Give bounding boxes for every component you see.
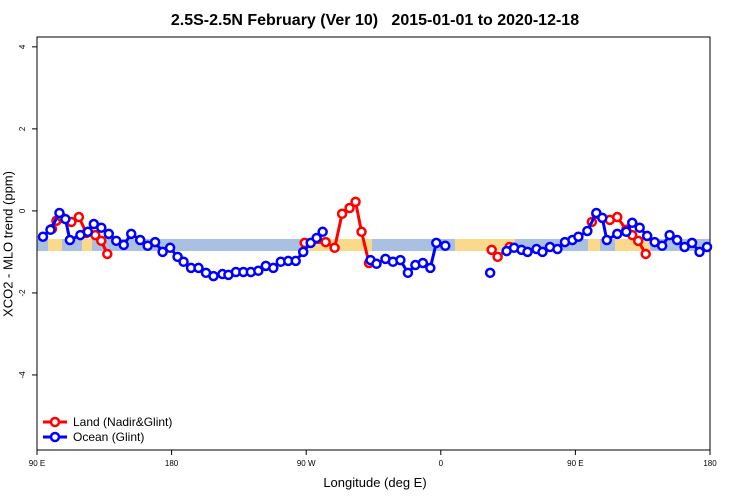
- point: [612, 211, 623, 223]
- x-tick-label: 180: [165, 459, 179, 468]
- y-tick-label: 0: [18, 208, 27, 213]
- point: [486, 244, 497, 256]
- point: [60, 213, 71, 225]
- point: [537, 246, 548, 258]
- point: [522, 246, 533, 258]
- y-tick-label: 4: [18, 44, 27, 49]
- y-tick-label: -4: [18, 371, 27, 379]
- point: [178, 256, 189, 268]
- point: [640, 248, 651, 260]
- point: [601, 234, 613, 246]
- point: [350, 196, 361, 208]
- point: [395, 254, 406, 266]
- point: [102, 248, 113, 260]
- land-band: [455, 239, 515, 251]
- point: [297, 246, 309, 258]
- legend-label: Land (Nadir&Glint): [73, 415, 172, 429]
- legend-marker: [49, 431, 61, 443]
- point: [149, 236, 161, 248]
- x-tick-label: 180: [703, 459, 717, 468]
- chart-title: 2.5S-2.5N February (Ver 10) 2015-01-01 t…: [171, 12, 579, 29]
- point: [111, 235, 122, 247]
- point: [484, 267, 496, 279]
- point: [54, 207, 65, 219]
- point: [656, 240, 668, 252]
- point: [157, 246, 168, 258]
- x-tick-label: 90 W: [297, 459, 316, 468]
- point: [612, 228, 623, 240]
- legend-marker: [49, 416, 61, 428]
- point: [64, 234, 76, 246]
- point: [552, 243, 563, 255]
- point: [632, 235, 644, 247]
- point: [311, 232, 322, 244]
- point: [671, 234, 683, 246]
- point: [317, 226, 328, 238]
- point: [96, 235, 107, 247]
- x-tick-label: 0: [439, 459, 444, 468]
- point: [694, 246, 705, 258]
- point: [597, 212, 608, 224]
- point: [73, 211, 85, 223]
- point: [96, 222, 107, 233]
- point: [253, 265, 264, 277]
- point: [664, 229, 675, 241]
- point: [356, 226, 367, 238]
- x-tick-label: 90 E: [567, 459, 583, 468]
- point: [701, 241, 713, 253]
- point: [582, 225, 593, 237]
- x-tick-label: 90 E: [29, 459, 45, 468]
- point: [344, 202, 355, 214]
- point: [641, 230, 653, 242]
- land-band: [82, 239, 92, 251]
- point: [626, 217, 638, 229]
- point: [417, 257, 429, 269]
- point: [431, 237, 442, 249]
- land-band: [588, 239, 600, 251]
- point: [37, 231, 49, 242]
- point: [125, 228, 137, 240]
- point: [118, 239, 129, 251]
- point: [425, 262, 436, 274]
- point: [290, 255, 301, 267]
- point: [402, 267, 414, 279]
- point: [164, 242, 176, 254]
- point: [320, 236, 331, 248]
- point: [82, 226, 94, 238]
- point: [268, 262, 279, 274]
- point: [329, 242, 340, 254]
- point: [193, 262, 204, 274]
- y-tick-label: 2: [18, 126, 27, 131]
- point: [573, 231, 584, 242]
- x-axis-label: Longitude (deg E): [323, 475, 426, 490]
- point: [492, 251, 503, 263]
- point: [208, 270, 219, 282]
- point: [686, 237, 698, 249]
- point: [440, 240, 451, 252]
- point: [371, 258, 382, 270]
- point: [336, 208, 348, 220]
- land-band: [48, 239, 62, 251]
- y-axis-label: XCO2 - MLO trend (ppm): [0, 171, 15, 317]
- point: [45, 224, 56, 236]
- point: [679, 241, 690, 253]
- point: [134, 234, 146, 246]
- point: [103, 228, 115, 240]
- point: [620, 226, 632, 238]
- point: [634, 222, 645, 233]
- legend-label: Ocean (Glint): [73, 430, 144, 444]
- y-tick-label: -2: [18, 289, 27, 297]
